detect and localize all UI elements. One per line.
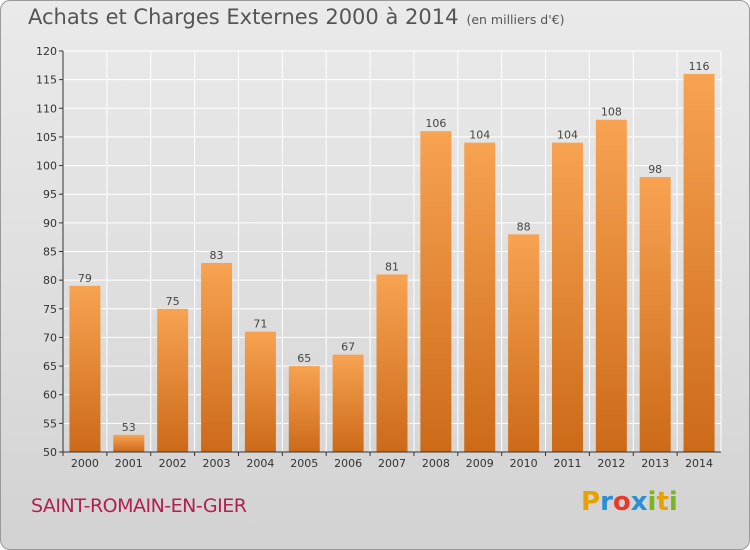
y-tick-label: 115 (36, 74, 57, 87)
data-label: 106 (425, 117, 446, 130)
bar-2003 (201, 262, 233, 452)
bar-2013 (639, 177, 671, 452)
x-tick-label: 2013 (641, 457, 669, 470)
bar-2009 (464, 142, 496, 452)
y-tick-label: 120 (36, 45, 57, 58)
y-tick-label: 100 (36, 160, 57, 173)
x-tick-label: 2011 (553, 457, 581, 470)
data-label: 98 (648, 163, 662, 176)
bar-2010 (508, 234, 540, 452)
y-tick-label: 105 (36, 131, 57, 144)
data-label: 104 (469, 129, 490, 142)
chart-title-text: Achats et Charges Externes 2000 à 2014 (28, 5, 459, 29)
bar-2011 (551, 142, 583, 452)
y-tick-label: 65 (43, 360, 57, 373)
y-tick-label: 110 (36, 102, 57, 115)
logo-letter: i (647, 487, 657, 517)
x-tick-label: 2000 (71, 457, 99, 470)
x-tick-label: 2012 (597, 457, 625, 470)
bar-2008 (420, 131, 452, 452)
data-label: 81 (385, 260, 399, 273)
x-tick-label: 2003 (203, 457, 231, 470)
data-label: 83 (210, 249, 224, 262)
logo-letter: o (612, 487, 631, 517)
x-tick-label: 2005 (290, 457, 318, 470)
x-tick-label: 2006 (334, 457, 362, 470)
y-tick-label: 90 (43, 217, 57, 230)
y-tick-label: 95 (43, 188, 57, 201)
x-tick-label: 2002 (159, 457, 187, 470)
data-label: 71 (253, 318, 267, 331)
y-tick-label: 60 (43, 389, 57, 402)
data-label: 108 (601, 106, 622, 119)
city-name: SAINT-ROMAIN-EN-GIER (31, 495, 247, 517)
data-label: 67 (341, 341, 355, 354)
logo-letter: x (630, 487, 648, 517)
proxiti-logo: Proxiti (581, 487, 678, 517)
data-label: 53 (122, 421, 136, 434)
logo-letter: P (581, 487, 601, 517)
y-tick-label: 80 (43, 274, 57, 287)
data-label: 79 (78, 272, 92, 285)
y-tick-label: 55 (43, 417, 57, 430)
logo-letter: r (600, 487, 613, 517)
bar-2006 (332, 354, 364, 452)
bar-2012 (595, 119, 627, 452)
y-tick-label: 75 (43, 303, 57, 316)
data-label: 116 (689, 60, 710, 73)
y-tick-label: 50 (43, 446, 57, 459)
bar-2007 (376, 274, 408, 452)
bar-2002 (157, 308, 189, 452)
y-tick-label: 70 (43, 331, 57, 344)
x-tick-label: 2001 (115, 457, 143, 470)
bar-2001 (113, 434, 145, 452)
x-tick-label: 2004 (246, 457, 274, 470)
x-tick-label: 2007 (378, 457, 406, 470)
bars (69, 73, 715, 453)
bar-2014 (683, 73, 715, 453)
data-label: 65 (297, 352, 311, 365)
chart-subtitle: (en milliers d'€) (466, 12, 565, 27)
axes (59, 50, 721, 456)
bar-2000 (69, 285, 101, 452)
bar-2004 (244, 331, 276, 452)
x-tick-label: 2008 (422, 457, 450, 470)
y-tick-label: 85 (43, 246, 57, 259)
labels: 50 55 60 65 70 75 80 85 90 95 100 105 110 115 120 79 200… (36, 45, 713, 470)
logo-letter: t (656, 487, 669, 517)
x-tick-label: 2010 (510, 457, 538, 470)
data-label: 104 (557, 129, 578, 142)
bar-2005 (288, 366, 320, 452)
x-tick-label: 2014 (685, 457, 713, 470)
logo-letter: i (668, 487, 678, 517)
data-label: 88 (517, 220, 531, 233)
data-label: 75 (166, 295, 180, 308)
x-tick-label: 2009 (466, 457, 494, 470)
chart-title: Achats et Charges Externes 2000 à 2014 (e… (28, 5, 565, 29)
